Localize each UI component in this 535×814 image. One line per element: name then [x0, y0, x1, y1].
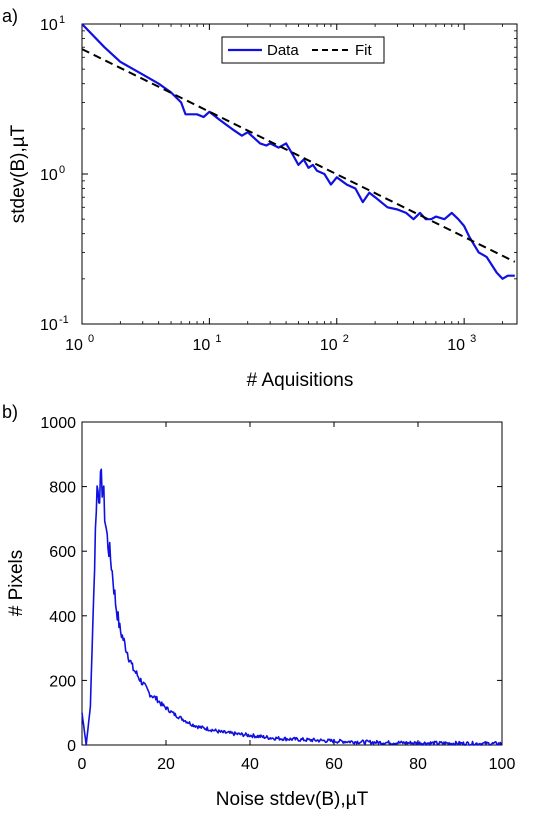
x-tick-label: 0	[78, 756, 87, 773]
y-tick-label: 10	[40, 317, 58, 334]
legend-label-data: Data	[267, 42, 299, 59]
y-tick-label: 800	[49, 480, 76, 497]
histogram-line	[81, 468, 502, 746]
x-tick-label: 40	[241, 756, 259, 773]
y-tick-label: 0	[67, 738, 76, 755]
x-tick-label: 100	[489, 756, 516, 773]
x-tick-exponent: 2	[343, 333, 349, 345]
y-tick-exponent: 0	[59, 164, 65, 176]
chart-a: a) 10 0 10 1 10 2 10 310 -110 010 1 Data Fit # Aqu…	[2, 6, 518, 391]
x-tick-label: 10	[320, 337, 338, 354]
x-tick-exponent: 0	[88, 333, 94, 345]
series-group-b	[81, 468, 502, 746]
x-tick-label: 60	[325, 756, 343, 773]
panel-label-a: a)	[2, 6, 18, 26]
x-axis-label-a: # Aquisitions	[247, 370, 354, 391]
series-group-a	[81, 23, 516, 280]
y-tick-exponent: 1	[59, 14, 65, 26]
y-axis-label-a: stdev(B),µT	[8, 124, 29, 223]
fit-line	[81, 48, 516, 263]
y-tick-label: 10	[40, 17, 58, 34]
x-tick-label: 10	[447, 337, 465, 354]
y-tick-label: 200	[49, 673, 76, 690]
legend-a: Data Fit	[221, 36, 385, 64]
legend-label-fit: Fit	[355, 42, 372, 59]
x-tick-label: 10	[65, 337, 83, 354]
x-tick-label: 20	[157, 756, 175, 773]
x-tick-exponent: 3	[470, 333, 476, 345]
x-axis-label-b: Noise stdev(B),µT	[216, 789, 369, 810]
y-tick-label: 400	[49, 609, 76, 626]
y-tick-label: 600	[49, 544, 76, 561]
y-tick-label: 1000	[40, 415, 76, 432]
y-tick-label: 10	[40, 167, 58, 184]
x-tick-exponent: 1	[215, 333, 221, 345]
plot-area-a	[81, 23, 518, 325]
axes-ticks-a: 10 0 10 1 10 2 10 310 -110 010 1	[40, 14, 517, 354]
data-line	[81, 23, 515, 280]
y-tick-exponent: -1	[59, 314, 69, 326]
panel-label-b: b)	[2, 402, 18, 422]
plot-area-b	[81, 421, 503, 746]
x-tick-label: 10	[192, 337, 210, 354]
y-axis-label-b: # Pixels	[6, 550, 27, 617]
x-tick-label: 80	[409, 756, 427, 773]
